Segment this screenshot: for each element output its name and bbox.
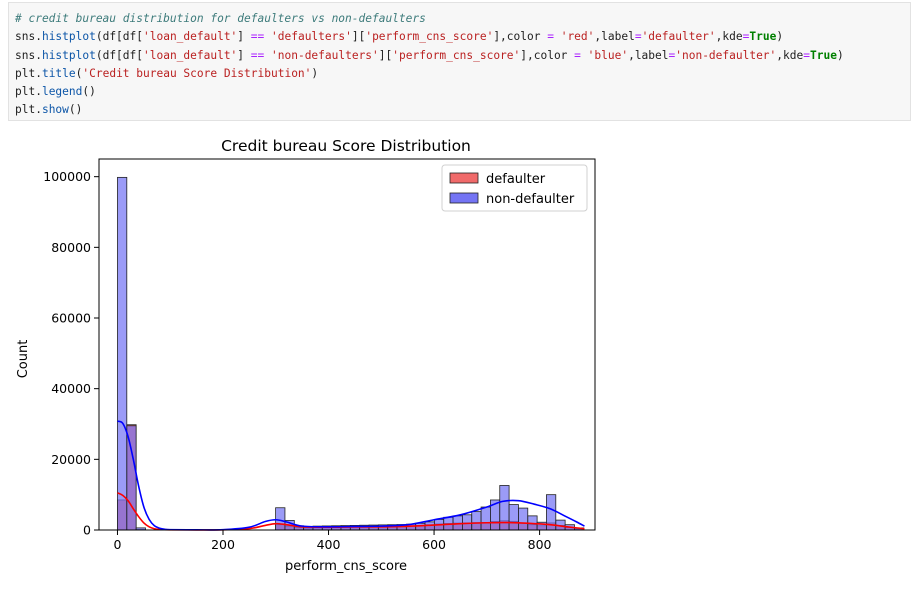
code-token — [554, 30, 561, 43]
x-tick-label: 0 — [113, 537, 121, 552]
y-tick-label: 60000 — [51, 311, 91, 326]
non-defaulter-bar — [508, 504, 519, 531]
axes: 0 200 400 600 800 0 20000 40000 60000 80000 100000 — [43, 158, 596, 552]
code-token: = — [803, 48, 810, 62]
code-line: plt.title('Credit bureau Score Distribut… — [15, 67, 318, 80]
code-token — [581, 49, 588, 62]
code-token: ],color — [493, 30, 548, 44]
x-tick-label: 200 — [211, 537, 235, 552]
code-token: = — [634, 30, 642, 44]
y-tick-label: 80000 — [51, 240, 91, 255]
y-tick-label: 0 — [83, 523, 91, 538]
non-defaulter-bar — [117, 176, 128, 531]
code-token: histplot — [41, 48, 96, 62]
code-token: # credit bureau distribution for default… — [15, 12, 426, 25]
code-token: 'perform_cns_score' — [365, 30, 494, 44]
code-line: sns.histplot(df[df['loan_default'] == 'n… — [15, 49, 844, 62]
non-defaulter-bar — [480, 506, 491, 531]
code-token: ,kde — [715, 30, 743, 44]
code-token: 'perform_cns_score' — [392, 48, 521, 62]
defaulter-kde-line — [117, 492, 585, 531]
code-token: = — [742, 30, 750, 44]
code-line: plt.show() — [15, 103, 82, 116]
code-token: ,label — [628, 48, 669, 62]
code-token: = — [668, 48, 676, 62]
code-token: plt. — [15, 85, 42, 99]
code-token: == — [250, 48, 265, 62]
code-token: histplot — [41, 30, 96, 44]
code-token: 'non-defaulter' — [675, 48, 777, 62]
non-defaulter-bar — [461, 514, 473, 531]
non-defaulter-bar — [518, 507, 529, 531]
plot-frame — [98, 158, 596, 531]
code-token: 'blue' — [587, 48, 629, 62]
code-token: ,kde — [776, 48, 804, 62]
x-tick-label: 400 — [317, 537, 341, 552]
code-token: = — [547, 30, 554, 44]
code-token: ) — [776, 30, 784, 44]
code-token: ) — [311, 66, 319, 80]
code-token: () — [68, 103, 83, 117]
code-token: = — [574, 48, 581, 62]
y-tick-label: 20000 — [51, 452, 91, 467]
code-line: sns.histplot(df[df['loan_default'] == 'd… — [15, 30, 783, 43]
code-token: 'red' — [560, 30, 595, 44]
code-token: True — [810, 48, 837, 62]
code-token: plt. — [15, 66, 42, 80]
code-token — [264, 49, 271, 62]
code-token: == — [250, 30, 265, 44]
code-token: 'defaulter' — [641, 30, 716, 44]
code-token: ,label — [594, 30, 635, 44]
non-defaulter-bar — [275, 507, 286, 531]
code-token: title — [41, 66, 76, 80]
code-token — [264, 30, 271, 43]
code-token: ) — [836, 48, 844, 62]
code-token: 'Credit bureau Score Distribution' — [82, 66, 312, 80]
legend-swatch — [449, 172, 479, 184]
code-token: 'non-defaulters' — [271, 48, 379, 62]
kde-lines — [117, 420, 585, 531]
code-token: 'defaulters' — [271, 30, 352, 44]
y-tick-label: 40000 — [51, 381, 91, 396]
non-defaulter-bar — [126, 425, 137, 531]
x-tick-label: 800 — [528, 537, 552, 552]
code-token: (df[df[ — [95, 30, 143, 44]
code-token: ][ — [378, 48, 393, 62]
code-token: ] — [237, 48, 251, 62]
code-token: () — [82, 85, 96, 99]
code-token: show — [41, 103, 69, 117]
code-token: ][ — [351, 30, 366, 44]
non-defaulter-kde-line — [117, 420, 585, 531]
code-editor[interactable]: # credit bureau distribution for default… — [9, 3, 910, 120]
code-token: 'loan_default' — [143, 30, 238, 44]
histogram-chart: Credit bureau Score Distribution perform… — [16, 137, 596, 574]
code-token: 'loan_default' — [143, 48, 238, 62]
legend-label: non-defaulter — [486, 192, 575, 207]
non-defaulter-bar — [471, 511, 482, 531]
code-token: sns. — [15, 30, 42, 44]
legend: defaulter non-defaulter — [441, 164, 588, 212]
code-token: plt. — [15, 103, 42, 117]
plot-output: Credit bureau Score Distribution perform… — [0, 122, 911, 592]
code-line: plt.legend() — [15, 85, 96, 98]
y-tick-label: 100000 — [43, 169, 91, 184]
legend-label: defaulter — [486, 172, 546, 187]
non-defaulter-bars — [117, 176, 585, 531]
code-token: ] — [237, 30, 251, 44]
legend-swatch — [449, 192, 479, 204]
code-token: ],color — [520, 48, 575, 62]
code-token: sns. — [15, 48, 42, 62]
y-axis-label: Count — [16, 340, 31, 379]
x-tick-label: 600 — [422, 537, 446, 552]
code-token: ( — [75, 66, 83, 80]
chart-title: Credit bureau Score Distribution — [221, 137, 471, 155]
code-line: # credit bureau distribution for default… — [15, 12, 426, 25]
code-token: legend — [41, 85, 83, 99]
code-token: (df[df[ — [95, 48, 143, 62]
code-token: True — [749, 30, 777, 44]
code-cell[interactable]: # credit bureau distribution for default… — [8, 2, 911, 121]
x-axis-label: perform_cns_score — [285, 559, 407, 574]
